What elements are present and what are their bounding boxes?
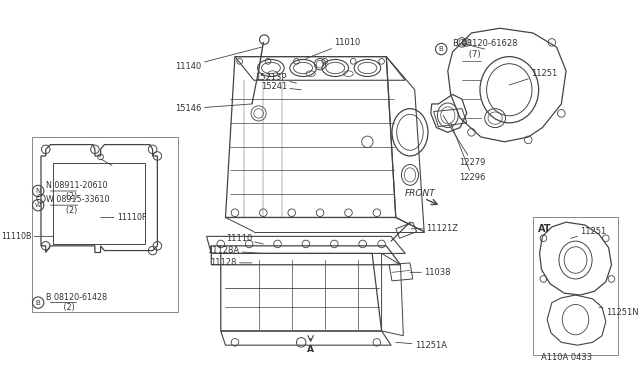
Text: W 08915-33610
        (2): W 08915-33610 (2) (45, 195, 109, 215)
Text: 11251: 11251 (509, 69, 557, 85)
Text: A110A 0433: A110A 0433 (541, 353, 591, 362)
Text: W: W (35, 203, 41, 208)
Text: AT: AT (538, 224, 551, 234)
Text: B 08120-61428
       (2): B 08120-61428 (2) (45, 293, 107, 312)
Text: 11038: 11038 (410, 268, 451, 277)
Text: N: N (36, 188, 41, 194)
Text: N 08911-20610
        (2): N 08911-20610 (2) (45, 181, 108, 201)
Text: 11251A: 11251A (396, 341, 447, 350)
Text: 15213P: 15213P (255, 73, 296, 83)
Text: B: B (36, 299, 40, 306)
Text: 11128A: 11128A (207, 246, 261, 255)
Text: 11251: 11251 (571, 227, 607, 238)
Text: 11128: 11128 (211, 259, 252, 267)
Text: 11251N: 11251N (599, 307, 639, 317)
Text: B: B (439, 46, 444, 52)
Text: A: A (307, 346, 314, 355)
Text: FRONT: FRONT (405, 189, 436, 198)
Text: 15146: 15146 (175, 104, 252, 113)
Text: 11110B: 11110B (1, 232, 53, 241)
Text: 11010: 11010 (306, 38, 360, 58)
Text: 11121Z: 11121Z (411, 224, 458, 233)
Text: 11110: 11110 (226, 234, 263, 244)
Text: 12279: 12279 (443, 115, 486, 167)
Text: 11140: 11140 (175, 47, 261, 71)
Text: 11110F: 11110F (100, 213, 146, 222)
Text: 12296: 12296 (451, 123, 486, 182)
Text: B 08120-61628
      (7): B 08120-61628 (7) (452, 39, 517, 59)
Text: 15241: 15241 (260, 83, 301, 92)
